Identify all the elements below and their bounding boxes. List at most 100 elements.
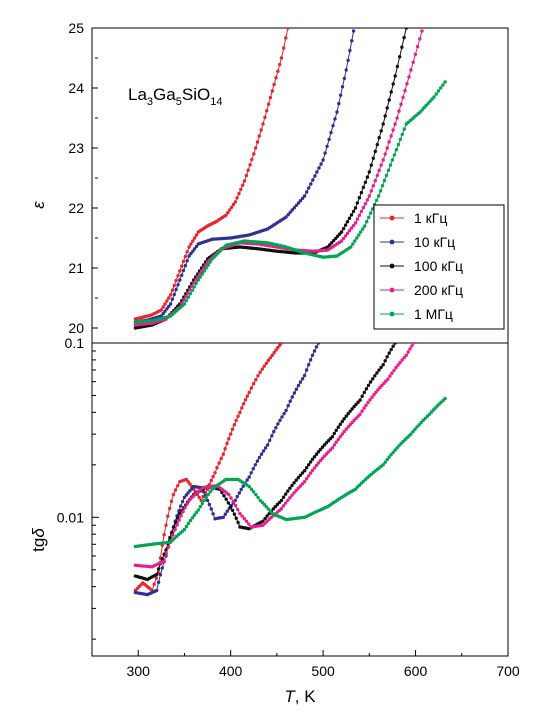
bottom-series-0-point — [249, 386, 254, 390]
top-series-0-point — [180, 264, 184, 268]
bottom-series-1-point — [294, 387, 299, 391]
bottom-series-2-point — [300, 471, 305, 475]
bottom-series-0-point — [221, 452, 225, 456]
bottom-series-3-point — [300, 482, 305, 486]
bottom-series-1-point — [221, 515, 225, 519]
top-series-0-point — [286, 28, 290, 30]
top-series-1-point — [346, 58, 350, 62]
top-series-4-point — [184, 298, 189, 303]
bottom-series-1-point — [239, 487, 243, 492]
bottom-plot-frame — [91, 342, 509, 657]
bottom-series-4-point — [389, 453, 393, 457]
top-series-1-point — [344, 68, 348, 72]
top-series-2-point — [371, 156, 375, 160]
top-series-0-point — [181, 259, 186, 264]
top-series-2-point — [365, 175, 370, 179]
bottom-series-2-point — [322, 443, 327, 447]
bottom-series-0-point — [229, 432, 233, 436]
top-series-4-point — [443, 80, 447, 84]
bottom-y-ticks: 0.01 0.1 — [57, 335, 99, 640]
top-series-4-point — [396, 142, 401, 147]
top-series-3-point — [357, 213, 362, 217]
top-series-group — [133, 28, 447, 330]
bottom-series-3-point — [296, 486, 300, 490]
top-series-1-point — [313, 174, 317, 178]
bottom-series-2-point — [156, 567, 161, 571]
bottom-series-0-point — [171, 492, 176, 497]
bottom-series-0-point — [152, 582, 156, 586]
top-series-1-point — [335, 110, 339, 114]
top-series-3-point — [367, 194, 371, 198]
bottom-series-1-point — [177, 509, 181, 513]
top-series-4-point — [349, 245, 353, 249]
top-series-2-point — [369, 163, 373, 167]
top-series-1-point — [342, 76, 347, 81]
bottom-series-3-point — [304, 477, 309, 481]
top-series-3-point — [381, 158, 385, 162]
bottom-series-0-point — [186, 480, 190, 484]
top-series-0-point — [229, 205, 234, 209]
bottom-series-0-point — [211, 474, 215, 479]
bottom-series-0-point — [279, 343, 284, 345]
top-series-3-point — [339, 239, 344, 243]
bottom-series-2-point — [342, 417, 346, 421]
top-series-3-point — [393, 122, 397, 126]
top-series-1-point — [172, 292, 176, 297]
top-series-4-point — [202, 269, 206, 273]
top-y-tick-label: 22 — [68, 200, 84, 216]
top-series-4-point — [436, 89, 441, 93]
bottom-series-3-point — [340, 432, 344, 436]
bottom-series-3-point — [376, 388, 380, 392]
top-series-1-point — [288, 210, 292, 214]
top-series-0-point — [263, 115, 267, 120]
bottom-series-0-point — [262, 364, 266, 368]
bottom-series-1-point — [272, 429, 276, 434]
top-series-1-point — [168, 302, 173, 306]
bottom-series-0-point — [164, 523, 168, 527]
bottom-series-4-point — [190, 516, 195, 520]
bottom-series-0-point — [238, 410, 242, 415]
top-series-2-line — [135, 28, 407, 329]
top-series-1-point — [340, 85, 345, 89]
top-series-0-point — [233, 200, 237, 204]
legend-box — [373, 204, 505, 330]
top-series-4-point — [194, 281, 198, 286]
top-series-0-point — [252, 152, 256, 156]
bottom-series-4-point — [262, 502, 266, 507]
top-series-1-point — [178, 278, 182, 282]
top-series-2-point — [349, 213, 354, 217]
top-y-axis-label: ε — [29, 201, 48, 209]
bottom-series-4-point — [268, 509, 272, 513]
top-series-3-point — [201, 266, 206, 270]
top-series-1-point — [350, 39, 354, 43]
top-series-0-point — [241, 183, 245, 187]
bottom-series-1-point — [207, 502, 212, 507]
bottom-series-3-point — [284, 501, 288, 505]
legend-marker — [389, 263, 395, 269]
bottom-series-2-point — [224, 497, 228, 501]
bottom-series-3-point — [346, 425, 350, 429]
bottom-series-3-point — [358, 412, 362, 416]
top-series-0-point — [237, 191, 241, 196]
bottom-series-2-point — [296, 476, 300, 480]
top-series-2-point — [359, 190, 364, 195]
top-series-2-point — [402, 35, 406, 40]
bottom-series-4-point — [264, 505, 268, 509]
legend-marker — [389, 215, 395, 221]
top-series-0-point — [272, 82, 276, 87]
top-series-0-point — [161, 305, 165, 309]
bottom-series-4-point — [256, 495, 260, 500]
top-series-0-point — [226, 210, 230, 215]
top-series-3-point — [363, 202, 368, 206]
bottom-series-2-point — [360, 394, 364, 398]
bottom-series-4-point — [383, 460, 387, 464]
top-series-4-point — [420, 108, 424, 112]
top-y-tick-label: 20 — [68, 320, 84, 336]
bottom-series-2-point — [362, 390, 366, 395]
top-series-1-point — [333, 117, 337, 121]
bottom-series-1-point — [296, 383, 301, 388]
top-series-0-point — [261, 122, 265, 126]
top-series-3-point — [196, 275, 200, 279]
bottom-series-2-point — [263, 516, 267, 521]
bottom-series-2-point — [308, 460, 313, 464]
